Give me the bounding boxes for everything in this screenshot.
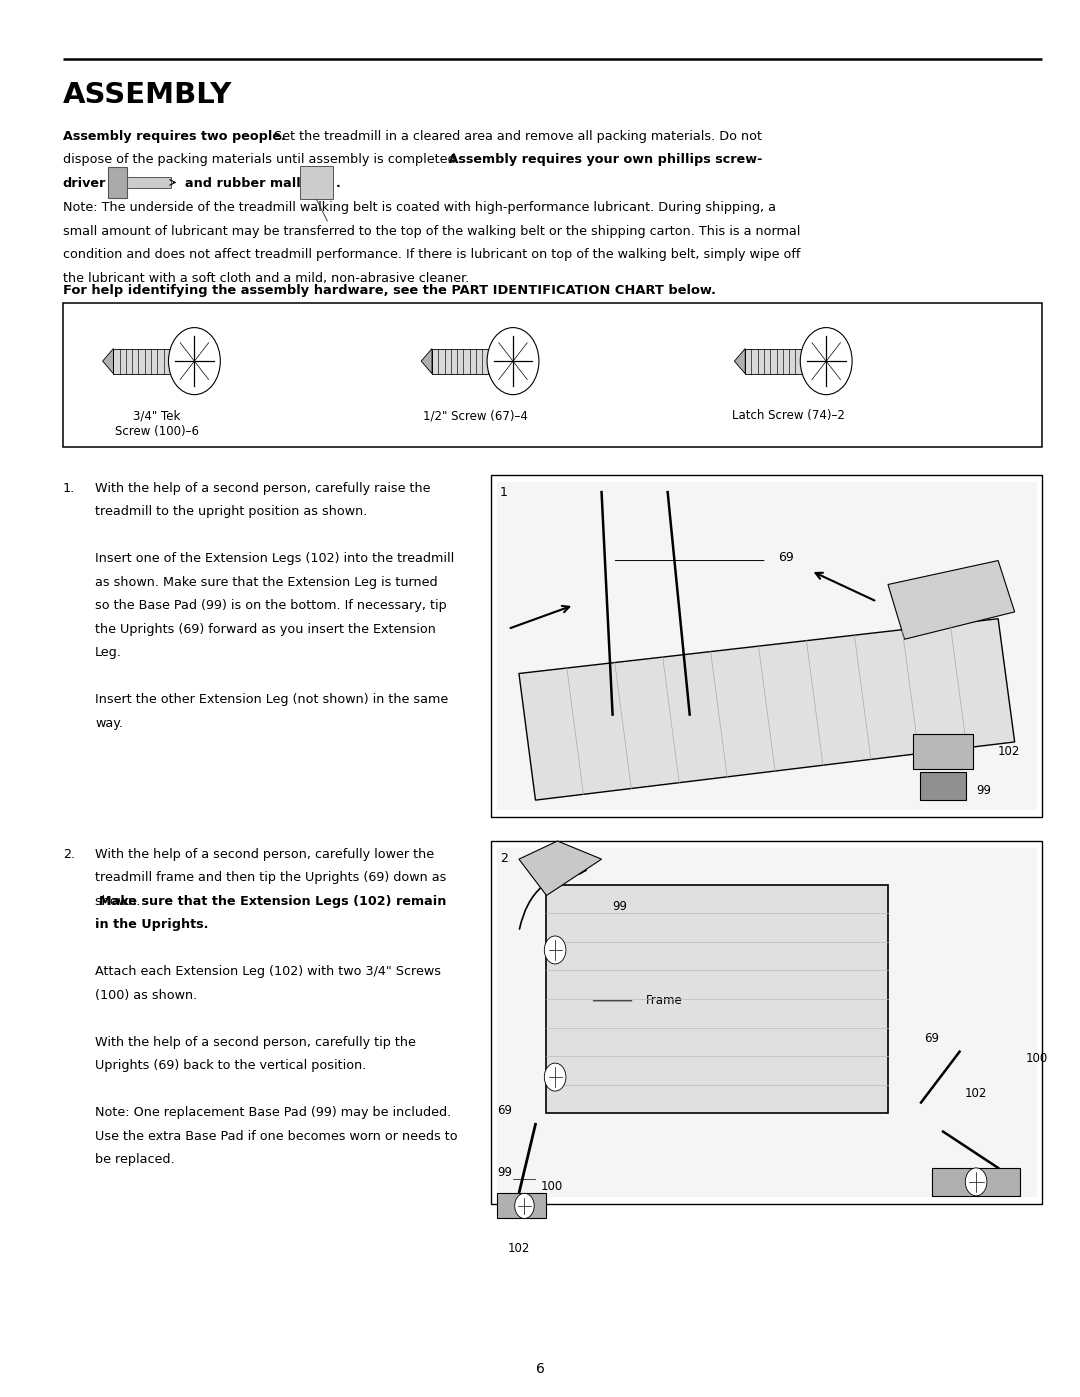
Text: driver: driver [63,177,106,190]
Bar [63,303,1042,447]
Text: Uprights (69) back to the vertical position.: Uprights (69) back to the vertical posit… [95,1059,366,1073]
Bar [914,735,973,770]
Polygon shape [103,349,113,374]
Text: Assembly requires two people.: Assembly requires two people. [63,130,285,142]
Text: 3/4" Tek
Screw (100)–6: 3/4" Tek Screw (100)–6 [114,409,199,439]
Text: treadmill frame and then tip the Uprights (69) down as: treadmill frame and then tip the Upright… [95,872,446,884]
Text: 69: 69 [778,550,794,563]
Text: 102: 102 [964,1087,987,1099]
Text: Use the extra Base Pad if one becomes worn or needs to: Use the extra Base Pad if one becomes wo… [95,1130,458,1143]
Text: Note: The underside of the treadmill walking belt is coated with high-performanc: Note: The underside of the treadmill wal… [63,201,775,214]
Bar [300,166,333,200]
Text: treadmill to the upright position as shown.: treadmill to the upright position as sho… [95,506,367,518]
Text: 100: 100 [541,1180,564,1193]
Text: shown.: shown. [95,895,145,908]
Circle shape [966,1168,987,1196]
Text: 6: 6 [536,1362,544,1376]
Circle shape [544,1063,566,1091]
Text: Latch Screw (74)–2: Latch Screw (74)–2 [732,409,845,422]
Text: small amount of lubricant may be transferred to the top of the walking belt or t: small amount of lubricant may be transfe… [63,225,800,237]
Text: 69: 69 [924,1031,940,1045]
Text: condition and does not affect treadmill performance. If there is lubricant on to: condition and does not affect treadmill … [63,249,800,261]
Text: as shown. Make sure that the Extension Leg is turned: as shown. Make sure that the Extension L… [95,576,437,590]
Text: way.: way. [95,717,123,729]
Text: .: . [336,177,340,190]
Polygon shape [421,349,432,374]
Text: Assembly requires your own phillips screw-: Assembly requires your own phillips scre… [444,154,762,166]
Text: 102: 102 [508,1242,530,1256]
Polygon shape [734,349,745,374]
Text: Note: One replacement Base Pad (99) may be included.: Note: One replacement Base Pad (99) may … [95,1106,451,1119]
Text: For help identifying the assembly hardware, see the PART IDENTIFICATION CHART be: For help identifying the assembly hardwa… [63,284,716,296]
Circle shape [168,327,220,395]
Bar [491,475,1042,817]
Bar [920,773,966,800]
Polygon shape [519,841,602,895]
Text: Insert the other Extension Leg (not shown) in the same: Insert the other Extension Leg (not show… [95,693,448,707]
Text: 102: 102 [998,746,1021,759]
Bar [113,349,176,374]
Text: 1: 1 [500,486,508,499]
Circle shape [515,1193,535,1218]
Circle shape [544,936,566,964]
Text: 2: 2 [500,852,508,865]
Text: ASSEMBLY: ASSEMBLY [63,81,232,109]
Text: the Uprights (69) forward as you insert the Extension: the Uprights (69) forward as you insert … [95,623,436,636]
Text: be replaced.: be replaced. [95,1153,175,1166]
Text: Insert one of the Extension Legs (102) into the treadmill: Insert one of the Extension Legs (102) i… [95,552,455,566]
Text: With the help of a second person, carefully raise the: With the help of a second person, carefu… [95,482,431,495]
Text: in the Uprights.: in the Uprights. [95,918,208,932]
Circle shape [800,327,852,395]
Bar [127,177,171,187]
Text: and rubber mallet: and rubber mallet [185,177,315,190]
Bar [432,349,495,374]
Text: Leg.: Leg. [95,647,122,659]
Bar [497,1193,546,1218]
Circle shape [487,327,539,395]
Text: 69: 69 [497,1104,512,1118]
Text: (100) as shown.: (100) as shown. [95,989,198,1002]
Text: dispose of the packing materials until assembly is completed.: dispose of the packing materials until a… [63,154,459,166]
Text: 99: 99 [612,900,627,912]
Bar [497,848,1037,1197]
Bar [932,1168,1021,1196]
Bar [546,884,888,1113]
Bar [491,841,1042,1204]
Text: 1/2" Screw (67)–4: 1/2" Screw (67)–4 [422,409,528,422]
Text: Set the treadmill in a cleared area and remove all packing materials. Do not: Set the treadmill in a cleared area and … [270,130,762,142]
Polygon shape [519,619,1015,800]
Text: With the help of a second person, carefully tip the: With the help of a second person, carefu… [95,1035,416,1049]
Text: With the help of a second person, carefully lower the: With the help of a second person, carefu… [95,848,434,861]
Text: Attach each Extension Leg (102) with two 3/4" Screws: Attach each Extension Leg (102) with two… [95,965,441,978]
Text: 2.: 2. [63,848,75,861]
Bar [745,349,808,374]
Text: so the Base Pad (99) is on the bottom. If necessary, tip: so the Base Pad (99) is on the bottom. I… [95,599,447,612]
Polygon shape [888,560,1015,640]
Text: 1.: 1. [63,482,75,495]
Text: the lubricant with a soft cloth and a mild, non-abrasive cleaner.: the lubricant with a soft cloth and a mi… [63,271,469,285]
Bar [497,482,1037,810]
Text: Frame: Frame [646,995,683,1007]
Text: 100: 100 [1026,1052,1048,1065]
Text: 99: 99 [497,1166,512,1179]
Text: 99: 99 [976,784,991,796]
Text: Make sure that the Extension Legs (102) remain: Make sure that the Extension Legs (102) … [98,895,446,908]
Bar [108,168,127,198]
